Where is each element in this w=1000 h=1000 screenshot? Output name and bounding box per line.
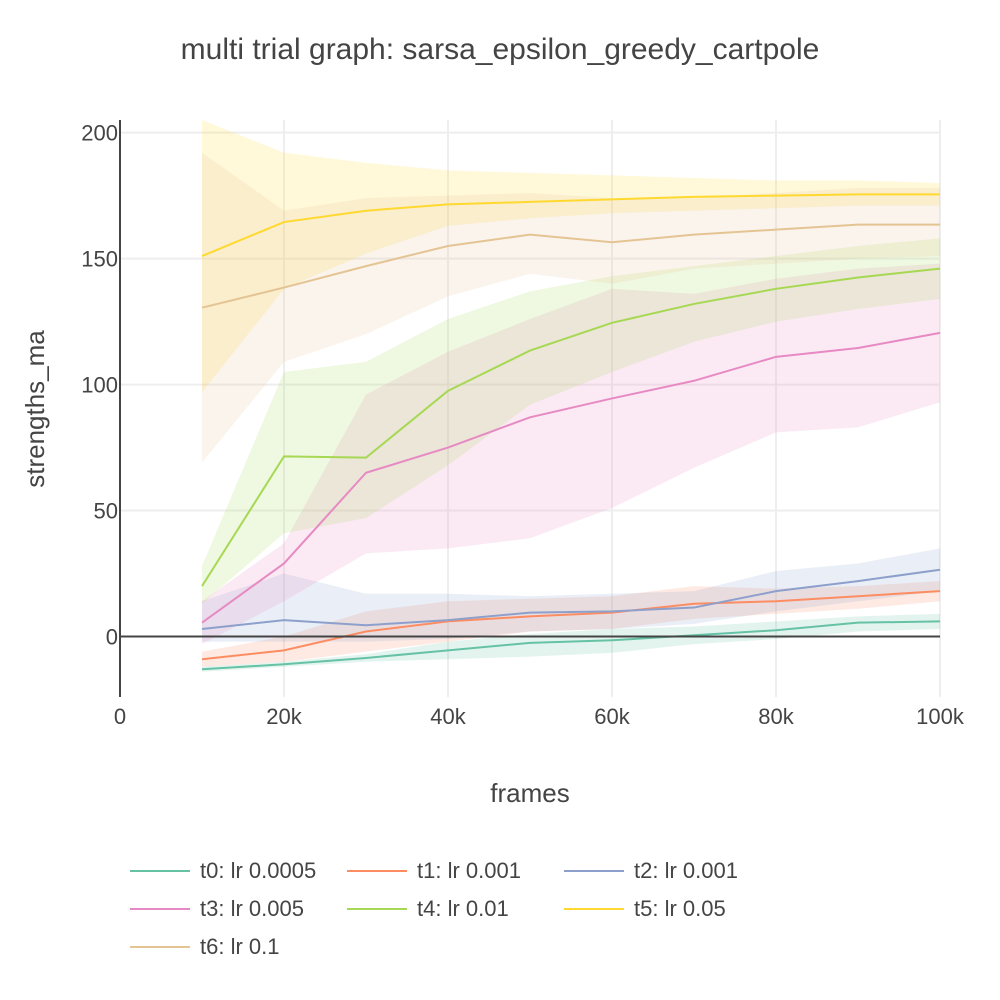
- axes: [119, 120, 940, 697]
- legend-swatch: [347, 908, 407, 910]
- legend-label: t5: lr 0.05: [634, 896, 726, 921]
- series-lines: [201, 193, 941, 671]
- band-5: [202, 120, 940, 393]
- x-tick-label: 20k: [266, 704, 302, 729]
- legend-swatch: [130, 908, 190, 910]
- legend-label: t0: lr 0.0005: [200, 858, 317, 883]
- band-0: [202, 613, 940, 672]
- legend-swatch: [130, 870, 190, 872]
- legend-item-t2[interactable]: t2: lr 0.001: [554, 852, 738, 890]
- legend-item-t0[interactable]: t0: lr 0.0005: [120, 852, 316, 890]
- legend-item-t1[interactable]: t1: lr 0.001: [337, 852, 521, 890]
- series-line-t4: [201, 267, 941, 587]
- legend-label: t2: lr 0.001: [634, 858, 738, 883]
- x-tick-label: 60k: [594, 704, 630, 729]
- x-tick-label: 80k: [758, 704, 794, 729]
- series-line-t2: [201, 568, 941, 630]
- band-3: [202, 263, 940, 645]
- band-4: [202, 238, 940, 604]
- legend-label: t6: lr 0.1: [200, 934, 280, 959]
- legend-swatch: [130, 946, 190, 948]
- x-tick-label: 100k: [916, 704, 965, 729]
- confidence-bands: [202, 120, 940, 672]
- x-tick-label: 40k: [430, 704, 466, 729]
- y-tick-label: 150: [81, 247, 118, 272]
- y-axis-title: strengths_ma: [20, 330, 50, 488]
- legend-item-t4[interactable]: t4: lr 0.01: [337, 890, 509, 928]
- x-axis-title: frames: [490, 778, 569, 808]
- legend-item-t5[interactable]: t5: lr 0.05: [554, 890, 726, 928]
- legend-label: t3: lr 0.005: [200, 896, 304, 921]
- chart-title: multi trial graph: sarsa_epsilon_greedy_…: [181, 33, 820, 66]
- series-line-t0: [201, 620, 941, 671]
- legend-swatch: [564, 908, 624, 910]
- legend-item-t6[interactable]: t6: lr 0.1: [120, 928, 279, 966]
- grid: [120, 120, 941, 697]
- y-tick-label: 0: [106, 625, 118, 650]
- series-line-t3: [201, 331, 941, 624]
- band-2: [202, 548, 940, 642]
- tick-labels: 0 20k 40k 60k 80k 100k 0 50 100 150 200: [81, 121, 965, 729]
- y-tick-label: 200: [81, 121, 118, 146]
- legend-label: t4: lr 0.01: [417, 896, 509, 921]
- series-line-t6: [201, 223, 940, 309]
- legend-item-t3[interactable]: t3: lr 0.005: [120, 890, 304, 928]
- series-line-t1: [201, 590, 941, 661]
- legend-label: t1: lr 0.001: [417, 858, 521, 883]
- y-tick-label: 100: [81, 373, 118, 398]
- legend-swatch: [564, 870, 624, 872]
- legend-swatch: [347, 870, 407, 872]
- y-tick-label: 50: [94, 499, 118, 524]
- series-line-t5: [201, 193, 940, 257]
- x-tick-label: 0: [114, 704, 126, 729]
